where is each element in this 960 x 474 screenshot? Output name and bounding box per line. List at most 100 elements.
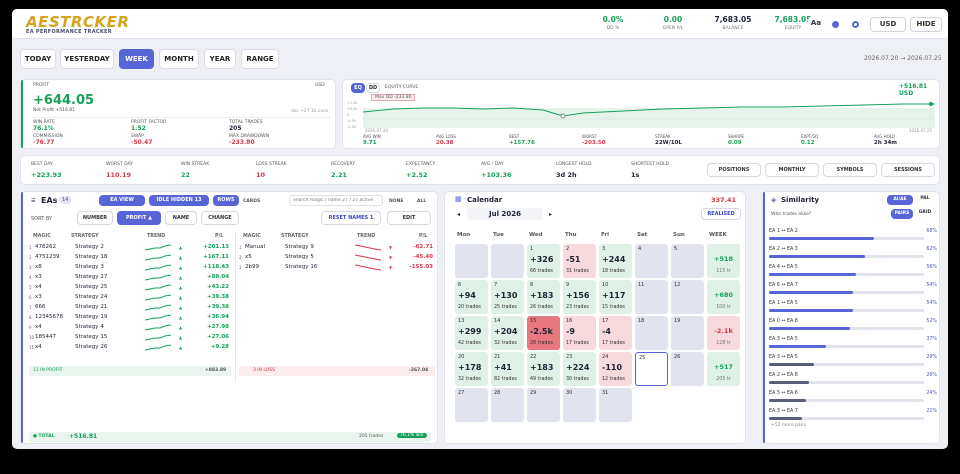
currency-button[interactable]: USD [870, 17, 906, 32]
calendar-day-cell[interactable]: 22 +183 49 trades [527, 352, 560, 386]
table-row[interactable]: 9 x4 Strategy 4 ▲ +27.98 [29, 323, 231, 332]
calendar-day-cell[interactable]: 11 [635, 280, 668, 314]
sort-profit[interactable]: PROFIT ▲ [117, 211, 161, 225]
calendar-day-cell[interactable]: 24 -110 12 trades [599, 352, 632, 386]
table-row[interactable]: 10 185447 Strategy 15 ▲ +27.06 [29, 333, 231, 342]
table-row[interactable]: 11 x4 Strategy 26 ▲ +9.28 [29, 343, 231, 352]
calendar-day-cell[interactable]: 26 [671, 352, 704, 386]
row-strategy[interactable]: Strategy 2 [75, 244, 104, 250]
row-strategy[interactable]: Strategy 26 [75, 344, 108, 350]
table-row[interactable]: 1 Manual Strategy 9 ▼ -62.71 [239, 243, 435, 252]
grid-button[interactable]: GRID [915, 209, 935, 219]
calendar-day-cell[interactable]: 27 [455, 388, 488, 422]
calendar-day-cell[interactable]: 5 [671, 244, 704, 278]
similarity-row[interactable]: EA 2 ↔ EA 3 62% [769, 247, 937, 265]
sort-name[interactable]: NAME [165, 211, 197, 225]
calendar-day-cell[interactable]: 21 +41 82 trades [491, 352, 524, 386]
similarity-row[interactable]: EA 3 ↔ EA 5 29% [769, 355, 937, 373]
select-none[interactable]: NONE [389, 199, 404, 204]
row-strategy[interactable]: Strategy 3 [75, 264, 104, 270]
ea-view-button[interactable]: EA VIEW [99, 195, 145, 206]
calendar-day-cell[interactable]: 4 [635, 244, 668, 278]
row-strategy[interactable]: Strategy 27 [75, 274, 108, 280]
row-strategy[interactable]: Strategy 5 [285, 254, 314, 260]
row-strategy[interactable]: Strategy 19 [75, 314, 108, 320]
row-strategy[interactable]: Strategy 18 [75, 254, 108, 260]
reset-names-button[interactable]: RESET NAMES 1 [321, 211, 381, 225]
ai-ae-button[interactable]: AI/AE [887, 195, 913, 205]
row-strategy[interactable]: Strategy 16 [285, 264, 318, 270]
table-row[interactable]: 7 666 Strategy 21 ▲ +39.38 [29, 303, 231, 312]
row-strategy[interactable]: Strategy 24 [75, 294, 108, 300]
idle-hidden-button[interactable]: IDLE HIDDEN 13 [149, 195, 209, 206]
calendar-day-cell[interactable] [455, 244, 488, 278]
calendar-day-cell[interactable]: 10 +117 15 trades [599, 280, 632, 314]
calendar-day-cell[interactable]: +680 100 tr [707, 280, 740, 314]
calendar-day-cell[interactable]: -2.1k 128 tr [707, 316, 740, 350]
pairs-button[interactable]: PAIRS [891, 209, 913, 219]
settings-dot-icon[interactable] [852, 21, 859, 28]
similarity-row[interactable]: EA 6 ↔ EA 7 54% [769, 283, 937, 301]
next-month-icon[interactable]: ▸ [549, 211, 553, 218]
table-row[interactable]: 8 12345678 Strategy 19 ▲ +36.94 [29, 313, 231, 322]
similarity-row[interactable]: EA 3 ↔ EA 7 21% [769, 409, 937, 427]
column-header[interactable]: P/L [419, 234, 428, 239]
calendar-day-cell[interactable]: 3 +244 18 trades [599, 244, 632, 278]
calendar-day-cell[interactable]: +517 205 tr [707, 352, 740, 386]
font-size-button[interactable]: Aa [808, 17, 824, 32]
calendar-day-cell[interactable]: +518 115 tr [707, 244, 740, 278]
tab-month[interactable]: MONTH [159, 49, 199, 69]
calendar-day-cell[interactable]: 7 +130 25 trades [491, 280, 524, 314]
column-header[interactable]: MAGIC [243, 234, 261, 239]
sessions-button[interactable]: SESSIONS [881, 163, 935, 177]
calendar-day-cell[interactable]: 31 [599, 388, 632, 422]
calendar-day-cell[interactable]: 1 +326 66 trades [527, 244, 560, 278]
tab-week[interactable]: WEEK [119, 49, 154, 69]
similarity-row[interactable]: EA 1 ↔ EA 5 54% [769, 301, 937, 319]
calendar-day-cell[interactable]: 23 +224 30 trades [563, 352, 596, 386]
row-strategy[interactable]: Strategy 21 [75, 304, 108, 310]
symbols-button[interactable]: SYMBOLS [823, 163, 877, 177]
positions-button[interactable]: POSITIONS [707, 163, 761, 177]
theme-dot-icon[interactable] [832, 21, 839, 28]
cards-toggle[interactable]: CARDS [243, 199, 261, 204]
similarity-row[interactable]: EA 5 ↔ EA 6 24% [769, 391, 937, 409]
row-strategy[interactable]: Strategy 15 [75, 334, 108, 340]
realised-button[interactable]: REALISED [701, 208, 741, 220]
similarity-row[interactable]: EA 0 ↔ EA 8 52% [769, 319, 937, 337]
table-row[interactable]: 4 x3 Strategy 27 ▲ +88.04 [29, 273, 231, 282]
column-header[interactable]: STRATEGY [71, 234, 99, 239]
hide-button[interactable]: HIDE [910, 17, 942, 32]
calendar-day-cell[interactable]: 30 [563, 388, 596, 422]
calendar-day-cell[interactable]: 13 +299 42 trades [455, 316, 488, 350]
tab-range[interactable]: RANGE [241, 49, 279, 69]
table-row[interactable]: 3 x8 Strategy 3 ▲ +118.43 [29, 263, 231, 272]
calendar-day-cell[interactable]: 12 [671, 280, 704, 314]
prev-month-icon[interactable]: ◂ [457, 211, 461, 218]
column-header[interactable]: STRATEGY [281, 234, 309, 239]
table-row[interactable]: 6 x3 Strategy 24 ▲ +39.38 [29, 293, 231, 302]
calendar-day-cell[interactable]: 17 -4 17 trades [599, 316, 632, 350]
calendar-day-cell[interactable]: 28 [491, 388, 524, 422]
table-row[interactable]: 2 x5 Strategy 5 ▼ -45.40 [239, 253, 435, 262]
menu-icon[interactable]: ☰ [31, 198, 36, 204]
calendar-day-cell[interactable]: 8 +183 26 trades [527, 280, 560, 314]
similarity-row[interactable]: EA 2 ↔ EA 8 26% [769, 373, 937, 391]
calendar-day-cell[interactable]: 19 [671, 316, 704, 350]
calendar-day-cell[interactable]: 20 +178 32 trades [455, 352, 488, 386]
edit-button[interactable]: EDIT [387, 211, 431, 225]
column-header[interactable]: MAGIC [33, 234, 51, 239]
calendar-day-cell[interactable]: 29 [527, 388, 560, 422]
table-row[interactable]: 3 2b99 Strategy 16 ▼ -155.03 [239, 263, 435, 272]
calendar-day-cell[interactable]: 9 +156 23 trades [563, 280, 596, 314]
calendar-day-cell[interactable]: 6 +94 20 trades [455, 280, 488, 314]
ea-search-input[interactable] [289, 195, 383, 206]
calendar-day-cell[interactable]: 25 [635, 352, 668, 386]
sort-number[interactable]: NUMBER [77, 211, 113, 225]
more-pairs[interactable]: +52 more pairs [771, 423, 807, 428]
similarity-row[interactable]: EA 1 ↔ EA 2 68% [769, 229, 937, 247]
calendar-day-cell[interactable]: 16 -9 17 trades [563, 316, 596, 350]
row-strategy[interactable]: Strategy 25 [75, 284, 108, 290]
table-row[interactable]: 5 x4 Strategy 25 ▲ +43.22 [29, 283, 231, 292]
monthly-button[interactable]: MONTHLY [765, 163, 819, 177]
